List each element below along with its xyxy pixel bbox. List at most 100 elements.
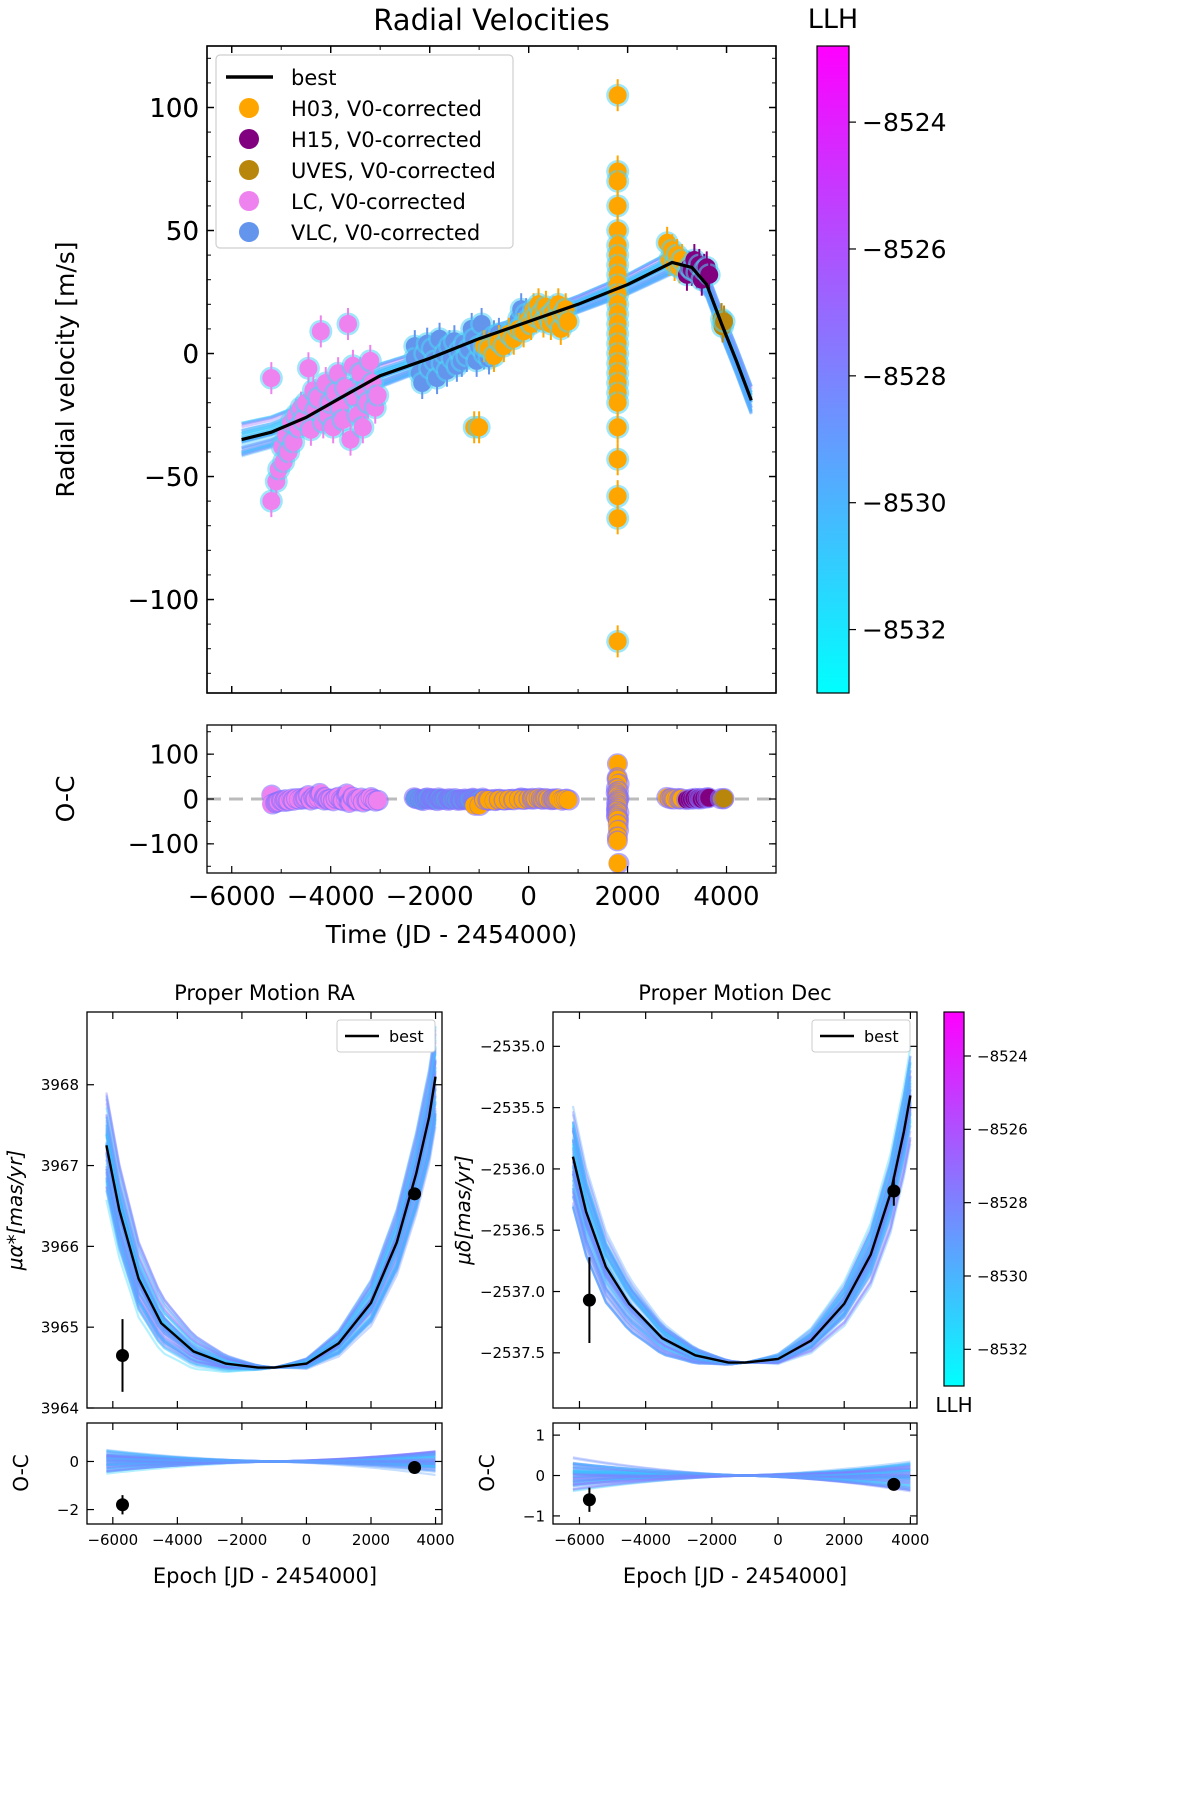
pm_ra_oc-model-sample	[106, 1460, 436, 1473]
rv-title: Radial Velocities	[373, 3, 609, 37]
pm_ra_oc-model-sample	[106, 1455, 436, 1467]
pm_ra_oc-model-sample	[106, 1450, 436, 1463]
rv-point-lc	[311, 322, 330, 341]
rv-point-h03	[608, 393, 627, 412]
pm_ra_oc-model-sample	[106, 1460, 436, 1468]
pm_dec_oc-ytick-label: 0	[535, 1467, 545, 1485]
pm_dec_oc-model-sample	[572, 1470, 911, 1478]
pm_dec_oc-model-sample	[572, 1470, 911, 1480]
pm_ra_oc-model-sample	[106, 1460, 436, 1468]
pm_ra_oc-model-sample	[106, 1452, 436, 1463]
pm_dec-ytick-label: −2537.5	[480, 1344, 545, 1362]
rv-legend-swatch	[239, 160, 259, 180]
pm_ra-data-point	[116, 1348, 129, 1362]
pm-ra-ylabel: μα*[mas/yr]	[3, 1150, 27, 1271]
rv-frame	[206, 45, 777, 694]
pm_dec_oc-xtick-label: −4000	[620, 1531, 671, 1549]
rv-legend-label: H03, V0-corrected	[291, 97, 482, 121]
pm_dec_oc-model-sample	[572, 1474, 911, 1487]
rv-legend-label: LC, V0-corrected	[291, 190, 466, 214]
pm_ra_oc-xtick-label: −4000	[152, 1531, 203, 1549]
pm_dec_oc-model-sample	[572, 1467, 911, 1477]
cb_top-tick-label: −8526	[862, 235, 947, 264]
rv-ytick-label: −50	[144, 463, 199, 493]
pm_ra-frame	[86, 1011, 443, 1409]
pm_dec_oc-model-sample	[572, 1473, 911, 1493]
rv_oc-xtick-label: 2000	[594, 882, 660, 912]
pm_dec_oc-model-sample	[572, 1473, 911, 1486]
pm_dec_oc-model-sample	[572, 1466, 911, 1477]
pm_dec_oc-model-sample	[572, 1469, 911, 1477]
pm_dec_oc-frame	[552, 1422, 918, 1525]
pm_ra_oc-model-sample	[106, 1460, 436, 1472]
rv-point-h03	[470, 418, 489, 437]
pm_dec-model-sample	[571, 1120, 912, 1365]
rv-point-h03	[559, 312, 578, 331]
rv-legend-swatch	[239, 98, 259, 118]
pm_dec_oc-model-sample	[572, 1474, 911, 1488]
cb_top-tick-label: −8524	[862, 108, 947, 137]
pm_dec-legend-label: best	[864, 1027, 899, 1046]
pm_dec-legend-box	[811, 1019, 911, 1053]
pm_ra_oc-model-sample	[106, 1459, 436, 1472]
pm_dec_oc-model-sample	[572, 1462, 911, 1477]
rv-legend-swatch	[239, 191, 259, 211]
rv-ytick-label: 100	[149, 94, 199, 124]
pm_dec-ytick-label: −2536.0	[480, 1160, 545, 1178]
pm_ra_oc-model-sample	[106, 1451, 436, 1463]
pm_ra-legend: best	[336, 1019, 436, 1053]
pm_ra_oc-data-point	[116, 1498, 129, 1512]
pm_ra_oc-model-sample	[106, 1453, 436, 1463]
pm_ra_oc-model-sample	[106, 1460, 436, 1471]
pm_ra_oc-model-sample	[106, 1451, 436, 1463]
pm_ra_oc-model-sample	[106, 1452, 436, 1464]
pm_dec_oc-model-sample	[572, 1473, 911, 1492]
pm_dec_oc-ytick-label: 1	[535, 1427, 545, 1445]
pm_ra_oc-model-sample	[106, 1459, 436, 1467]
pm_ra_oc-model-sample	[106, 1454, 436, 1463]
pm_dec_oc-model-sample	[572, 1474, 911, 1491]
pm_dec-model-sample	[571, 1109, 912, 1366]
cb_top-gradient	[816, 45, 850, 694]
pm_ra_oc-model-sample	[106, 1459, 436, 1472]
rv-legend-label: UVES, V0-corrected	[291, 159, 496, 183]
pm_dec_oc-ytick-label: −1	[523, 1507, 545, 1525]
rv-ylabel: Radial velocity [m/s]	[51, 241, 80, 497]
pm_ra_oc-model-sample	[106, 1454, 436, 1465]
rv_oc-ytick-label: 100	[149, 741, 199, 771]
pm_ra_oc-model-sample	[106, 1460, 436, 1465]
pm_ra_oc-model-sample	[106, 1449, 436, 1463]
pm_ra_oc-model-sample	[106, 1460, 436, 1469]
pm_ra-ytick-label: 3967	[41, 1157, 79, 1175]
pm_dec_oc-model-sample	[572, 1461, 911, 1477]
pm_ra_oc-model-sample	[106, 1455, 436, 1463]
rv-ytick-label: −100	[128, 586, 199, 616]
rvoc-point-h03	[559, 791, 578, 810]
pm_ra-title: Proper Motion RA	[174, 981, 355, 1005]
pm_dec_oc-model-sample	[572, 1467, 911, 1477]
pm_dec_oc-plot: −6000 −4000 −2000 0 2000 4000 −1 0 1	[523, 1422, 929, 1549]
pm-dec-xlabel: Epoch [JD - 2454000]	[623, 1564, 847, 1588]
pm_ra_oc-model-sample	[106, 1459, 436, 1467]
pm_dec-data-point	[582, 1293, 596, 1307]
pm_dec_oc-model-sample	[572, 1472, 911, 1484]
rv-point-lc	[339, 314, 358, 333]
pm_dec_oc-model-sample	[572, 1463, 911, 1478]
pm_dec_oc-model-sample	[572, 1464, 911, 1479]
cb_bottom-tick-label: −8532	[977, 1341, 1028, 1359]
rv-point-h03	[608, 86, 627, 105]
pm_dec_oc-model-sample	[572, 1466, 911, 1478]
pm_ra_oc-model-sample	[106, 1460, 436, 1470]
pm_ra_oc-model-sample	[106, 1453, 436, 1463]
pm_ra_oc-ytick-label: 0	[69, 1453, 79, 1471]
pm_ra_oc-model-sample	[106, 1451, 436, 1464]
pm_ra_oc-xtick-label: −2000	[217, 1531, 268, 1549]
pm_ra-legend-box	[336, 1019, 436, 1053]
pm_dec-model-sample	[571, 1120, 912, 1364]
pm_ra_oc-model-sample	[106, 1459, 436, 1469]
pm_dec_oc-model-sample	[572, 1474, 911, 1491]
pm-ra-xlabel: Epoch [JD - 2454000]	[153, 1564, 377, 1588]
pm_dec_oc-model-sample	[572, 1472, 911, 1489]
rv-point-h15	[700, 265, 719, 284]
rv-inner	[241, 79, 753, 658]
